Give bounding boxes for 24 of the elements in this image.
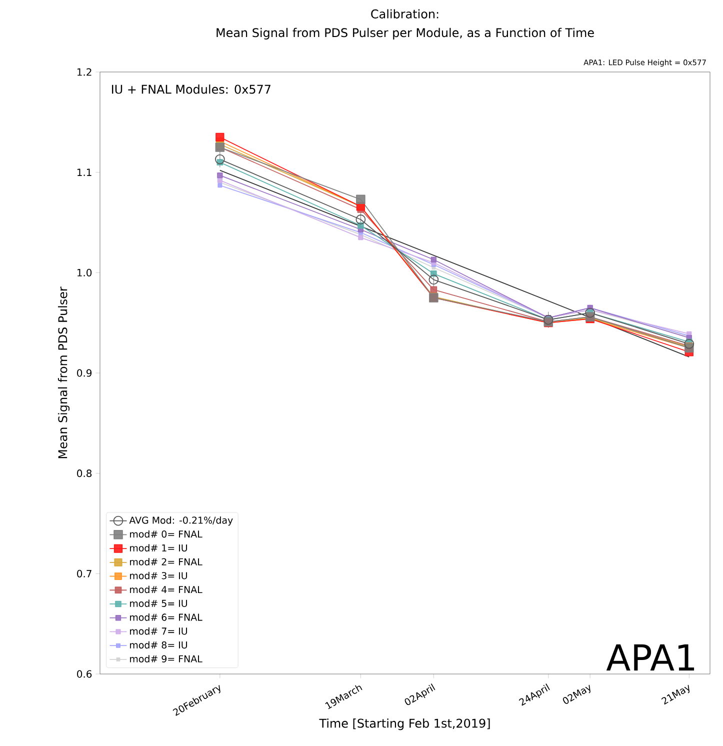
legend-label: mod# 1= IU [130,544,187,552]
y-tick-label: 1.2 [77,68,92,76]
y-tick-label: 1.0 [77,268,92,276]
chart-subtitle: Mean Signal from PDS Pulser per Module, as a Function of Time [216,28,594,40]
chart-title: Calibration: [371,9,438,18]
y-tick-label: 0.7 [77,570,92,578]
legend-label: mod# 4= FNAL [130,586,202,594]
annotation: APA1 [606,644,694,670]
y-axis-title: Mean Signal from PDS Pulser [58,286,70,458]
legend-label: mod# 0= FNAL [130,530,202,538]
legend-label: AVG Mod: -0.21%/day [129,516,233,526]
legend-label: mod# 3= IU [130,572,187,580]
y-tick-label: 1.1 [77,168,92,176]
legend-label: mod# 7= IU [130,627,187,635]
y-tick-label: 0.6 [77,670,92,678]
legend-label: mod# 5= IU [130,600,187,607]
y-tick-label: 0.9 [77,369,92,377]
legend-label: mod# 6= FNAL [130,614,202,621]
x-axis-title: Time [Starting Feb 1st,2019] [319,718,490,730]
legend-label: mod# 9= FNAL [130,655,202,662]
legend-label: mod# 8= IU [130,641,187,649]
y-tick-label: 0.8 [77,470,92,478]
annotation: IU + FNAL Modules: 0x577 [112,84,270,94]
legend-label: mod# 2= FNAL [130,558,202,566]
